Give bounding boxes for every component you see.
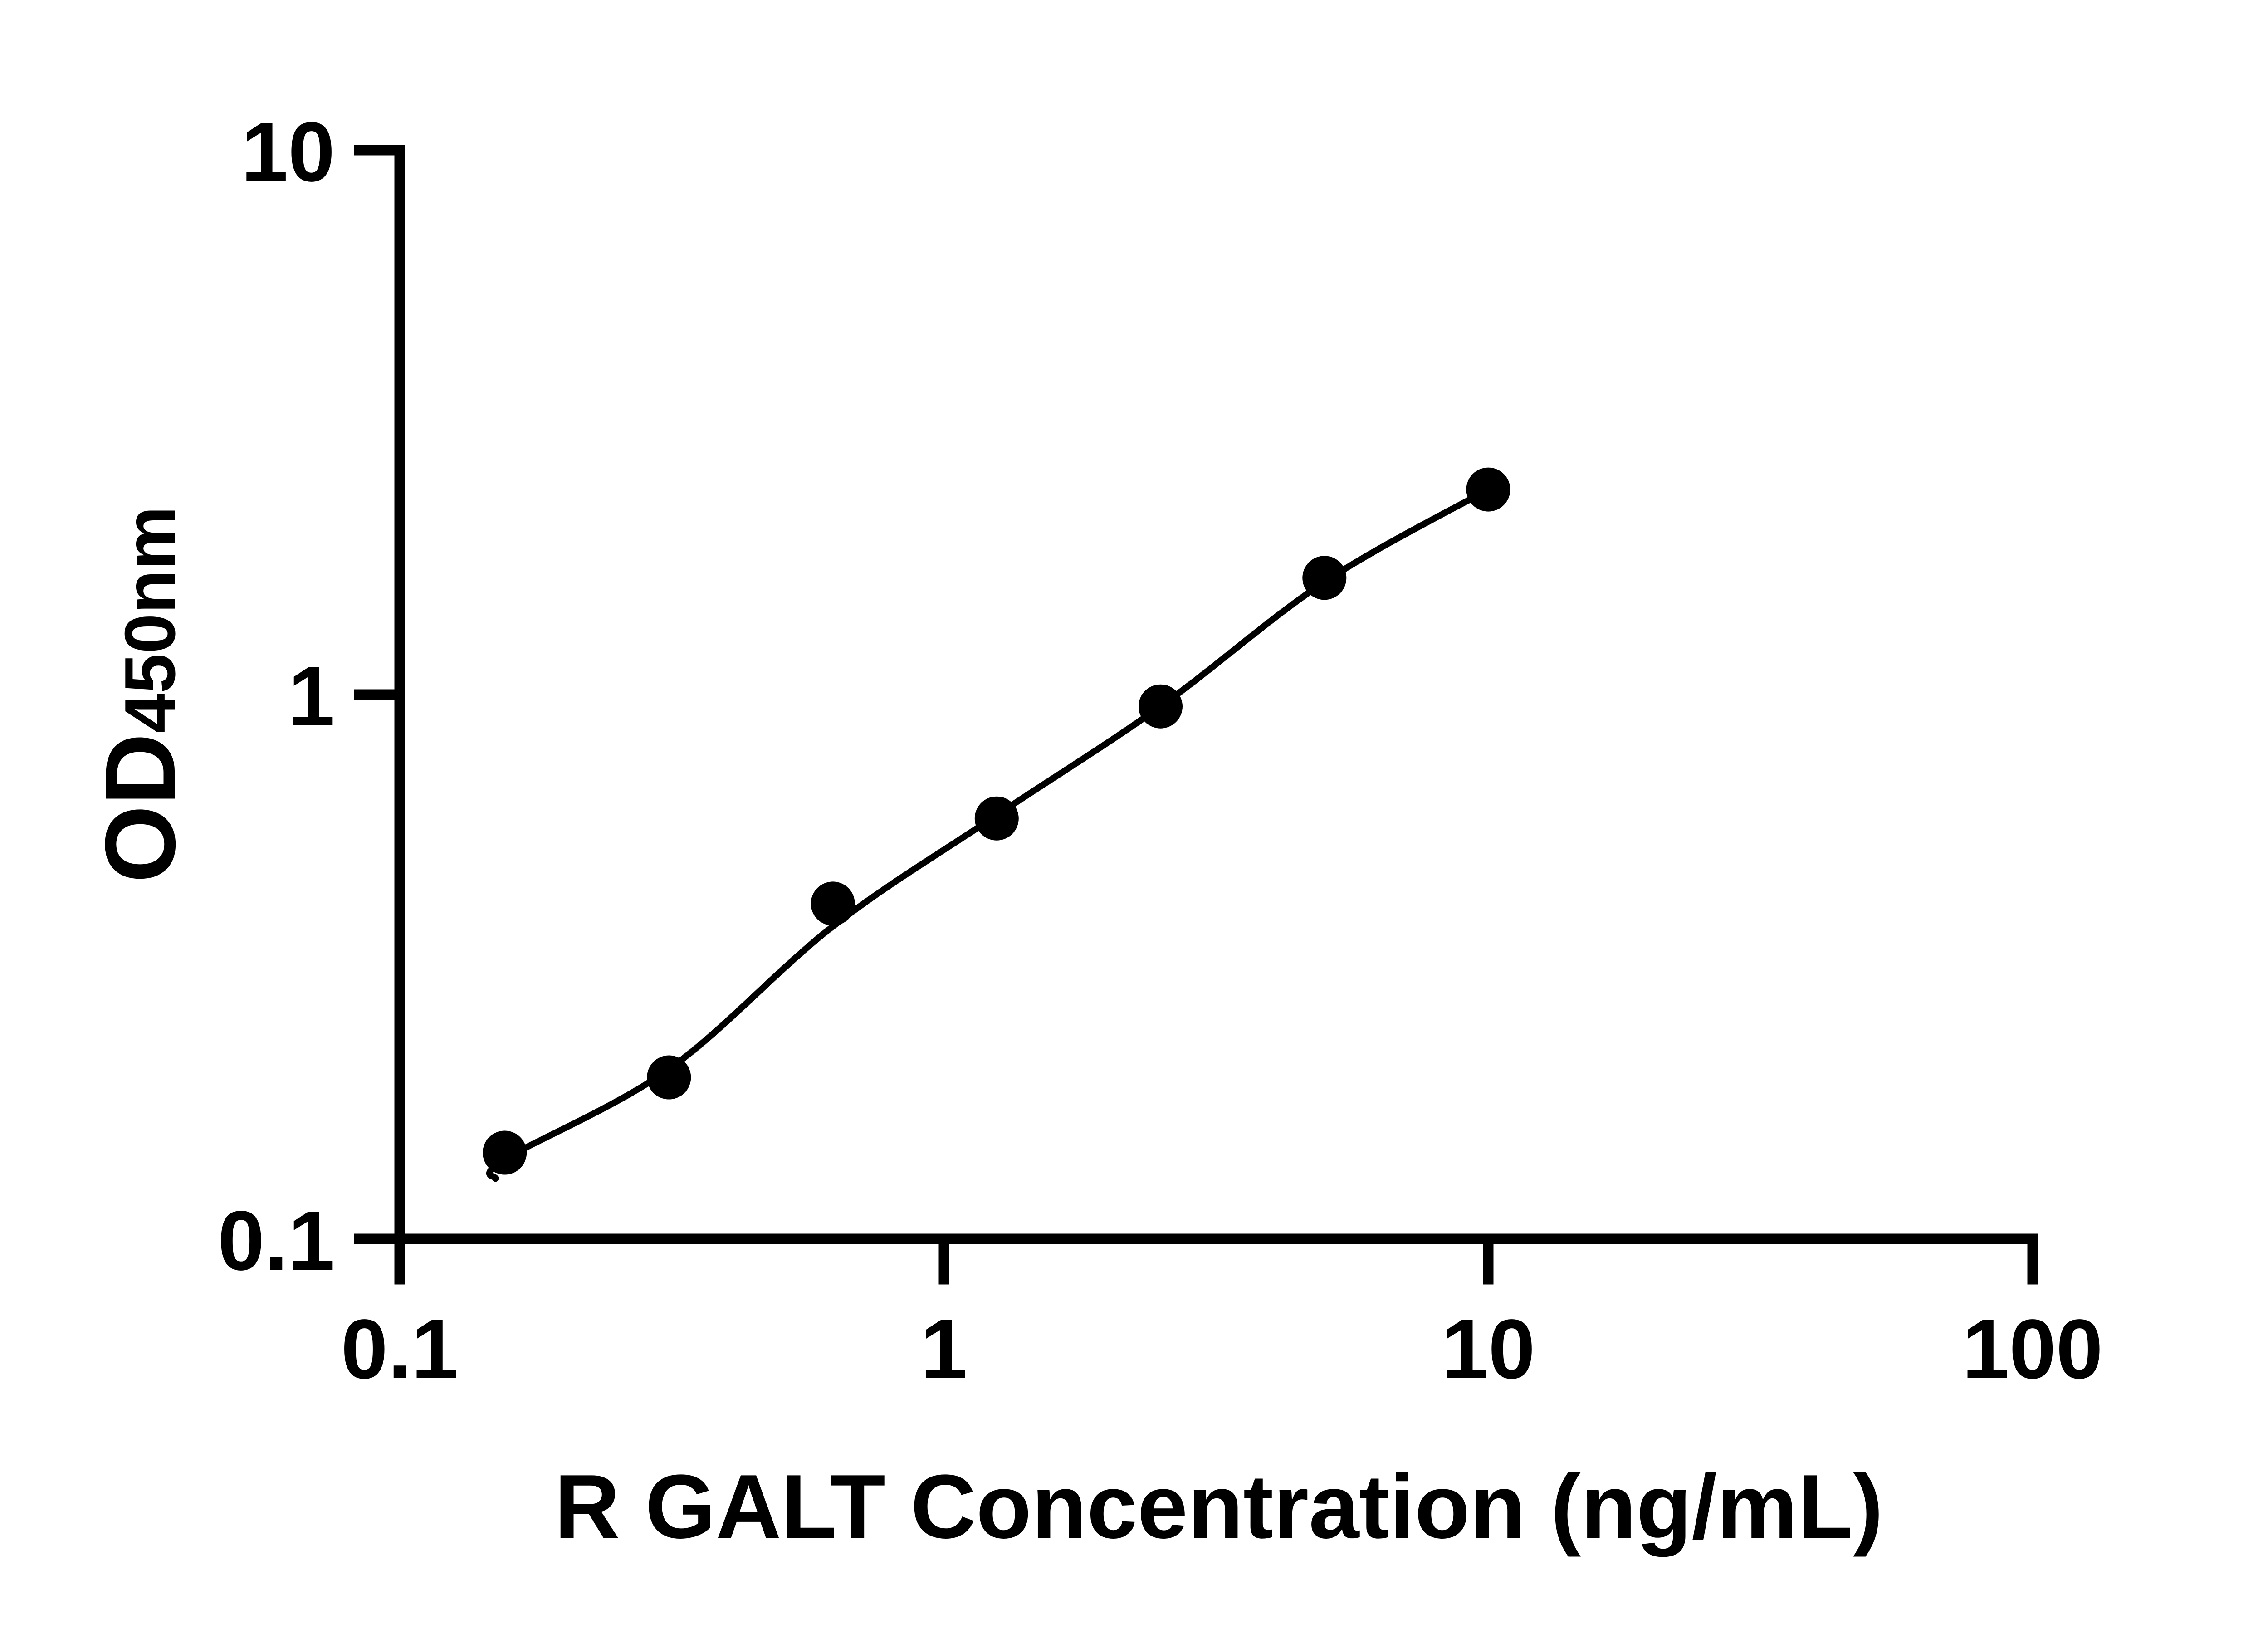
y-axis-title-subscript: 450nm: [110, 506, 190, 734]
data-point: [483, 1130, 527, 1175]
data-point: [1466, 467, 1510, 512]
data-point: [1302, 556, 1347, 600]
y-axis-title: OD450nm: [84, 506, 196, 883]
data-points-layer: [483, 467, 1510, 1175]
y-tick-label: 1: [288, 650, 335, 744]
y-axis-title-main: OD: [84, 733, 196, 883]
ticks-layer: [354, 145, 2038, 1285]
data-point: [647, 1055, 691, 1100]
x-axis-title: R GALT Concentration (ng/mL): [554, 1456, 1883, 1557]
data-point: [1139, 684, 1183, 729]
tick-labels-layer: 10 1 0.10.1 1 10 100: [218, 105, 2103, 1396]
y-tick-label: 10: [241, 105, 335, 199]
axes-layer: [394, 145, 2038, 1285]
x-tick-label: 1: [920, 1302, 967, 1396]
data-point: [811, 881, 855, 926]
x-tick-label: 100: [1962, 1302, 2103, 1396]
x-tick-label: 0.1: [341, 1302, 459, 1396]
y-tick-label: 0.1: [218, 1194, 335, 1288]
x-tick-label: 10: [1442, 1302, 1535, 1396]
data-point: [974, 796, 1019, 841]
